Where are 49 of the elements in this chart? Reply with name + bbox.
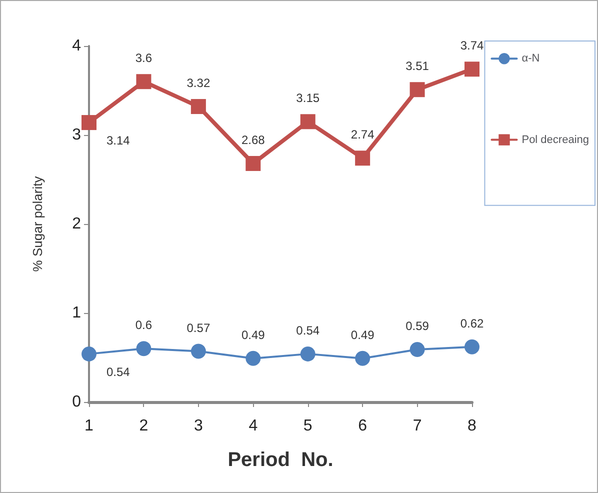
data-label: 3.15 <box>296 91 320 106</box>
data-label: 3.14 <box>106 134 130 148</box>
x-axis-title: Period No. <box>228 449 334 471</box>
point <box>82 115 96 130</box>
data-label: 0.54 <box>106 364 130 379</box>
data-label: 3.32 <box>186 76 210 90</box>
data-label: 3.74 <box>460 38 484 53</box>
x-tick-label: 3 <box>194 418 203 434</box>
data-label: 0.6 <box>135 318 152 332</box>
x-tick-label: 1 <box>84 418 94 434</box>
point <box>246 350 261 366</box>
x-tick-label: 6 <box>358 418 368 434</box>
legend-label: α-N <box>522 52 540 65</box>
data-label: 3.6 <box>135 51 152 66</box>
point <box>136 74 152 90</box>
point <box>410 342 425 357</box>
y-tick-label: 1 <box>72 304 82 322</box>
data-label: 0.62 <box>460 316 484 330</box>
point <box>82 346 96 362</box>
x-tick-label: 8 <box>468 418 477 434</box>
data-label: 0.59 <box>406 318 430 333</box>
point <box>136 341 152 356</box>
data-label: 0.49 <box>350 328 375 342</box>
legend-label: Pol decreaing <box>522 134 590 146</box>
y-axis-title: % Sugar polarity <box>30 176 45 272</box>
x-tick-label: 2 <box>139 418 148 434</box>
point <box>355 150 370 166</box>
data-label: 0.54 <box>296 323 320 338</box>
data-label: 0.57 <box>186 320 210 335</box>
point <box>300 114 316 130</box>
x-tick-label: 5 <box>303 418 312 434</box>
point <box>464 62 480 77</box>
point <box>246 156 261 171</box>
x-tick-label: 7 <box>412 418 422 434</box>
point <box>300 346 316 362</box>
data-label: 0.49 <box>241 328 266 342</box>
data-label: 2.74 <box>350 128 375 142</box>
y-tick-label: 4 <box>72 38 82 54</box>
data-label: 2.68 <box>241 132 266 147</box>
point <box>464 339 480 354</box>
point <box>355 350 370 366</box>
y-tick-label: 0 <box>72 394 82 410</box>
point <box>410 82 425 98</box>
y-tick-label: 2 <box>72 216 82 232</box>
y-tick-label: 3 <box>72 126 82 144</box>
point <box>190 99 206 114</box>
x-tick-label: 4 <box>248 418 258 434</box>
data-label: 3.51 <box>406 59 430 74</box>
point <box>190 344 206 359</box>
